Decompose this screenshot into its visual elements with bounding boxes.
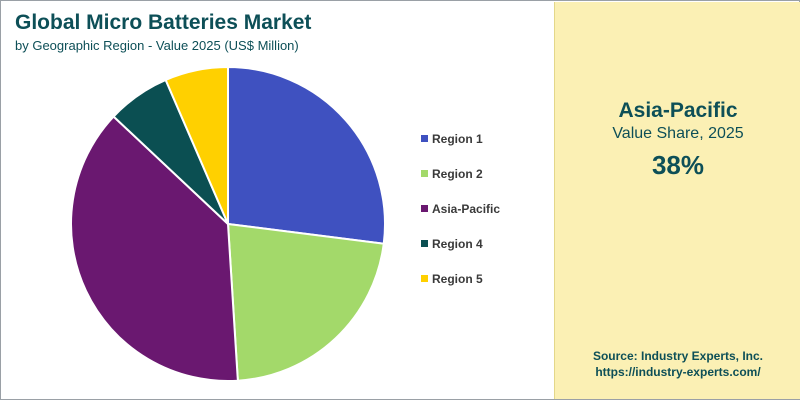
legend-label-region-4: Region 4	[432, 237, 483, 251]
pie-slice-region-2	[226, 222, 385, 382]
highlight-label: Value Share, 2025	[612, 125, 744, 142]
chart-subtitle: by Geographic Region - Value 2025 (US$ M…	[15, 38, 299, 53]
legend-swatch-region-2	[421, 170, 428, 177]
legend-swatch-region-5	[421, 275, 428, 282]
pie-slice-region-5	[164, 65, 229, 225]
pie-slice-region-1	[227, 65, 386, 245]
legend-label-region-5: Region 5	[432, 272, 483, 286]
legend-label-asia-pacific: Asia-Pacific	[432, 202, 500, 216]
source-url[interactable]: https://industry-experts.com/	[595, 365, 761, 379]
legend-swatch-region-4	[421, 240, 428, 247]
highlight-value: 38%	[651, 150, 705, 180]
legend-label-region-1: Region 1	[432, 132, 483, 146]
highlight-panel: Asia-Pacific Value Share, 2025 38% Sourc…	[554, 2, 800, 399]
highlight-region: Asia-Pacific	[618, 99, 738, 122]
chart-title: Global Micro Batteries Market	[15, 11, 312, 34]
chart-legend: Region 1 Region 2 Asia-Pacific Region 4 Regi…	[421, 132, 500, 286]
pie-slice-asia-pacific	[70, 115, 239, 382]
legend-label-region-2: Region 2	[432, 167, 483, 181]
source-text: Source: Industry Experts, Inc.	[592, 349, 764, 363]
legend-swatch-asia-pacific	[421, 205, 428, 212]
pie-chart: Region 1 Region 2 Asia-Pacific Region 4 Regi…	[70, 65, 500, 382]
legend-swatch-region-1	[421, 135, 428, 142]
